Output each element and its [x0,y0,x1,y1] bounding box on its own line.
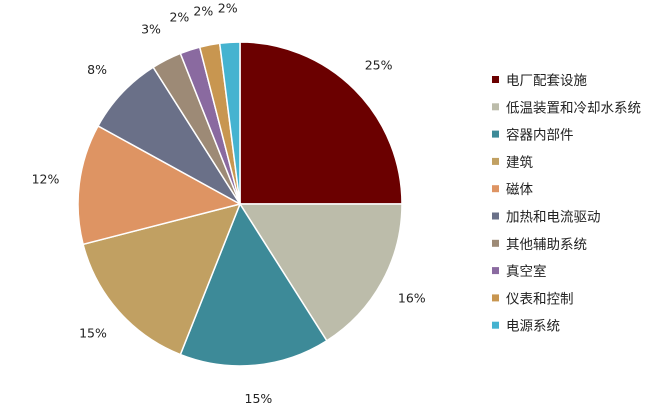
slice-percent-label: 15% [245,391,273,404]
legend-swatch [492,321,499,329]
legend-label: 其他辅助系统 [506,237,587,253]
slice-percent-label: 15% [79,326,107,341]
pie-slice [238,203,403,342]
pie-slice [218,41,241,205]
slice-percent-label: 12% [32,171,60,186]
legend-swatch [492,212,499,220]
legend: 电厂配套设施低温装置和冷却水系统容器内部件建筑磁体加热和电流驱动其他辅助系统真空… [492,73,641,335]
pie-slices [77,41,403,367]
legend-label: 容器内部件 [506,127,574,144]
legend-swatch [492,157,499,165]
slice-percent-label: 25% [365,57,393,72]
legend-label: 仪表和控制 [506,291,574,307]
pie-slice [239,41,403,205]
slice-percent-label: 2% [218,0,238,15]
slice-percent-label: 8% [87,62,107,77]
legend-label: 真空室 [506,263,547,280]
legend-label: 低温装置和冷却水系统 [506,100,641,116]
slice-percent-label: 16% [398,290,426,305]
legend-swatch [492,185,499,193]
slice-percent-label: 3% [141,21,161,36]
slice-percent-label: 2% [169,10,189,25]
legend-swatch [492,103,499,111]
slice-percent-label: 2% [193,4,213,19]
pie-slice [77,124,243,246]
pie-slice [179,202,328,367]
legend-label: 建筑 [506,155,534,171]
legend-label: 电厂配套设施 [506,73,587,89]
legend-swatch [492,294,499,302]
legend-swatch [492,239,499,247]
pie-slice [82,202,242,356]
legend-swatch [492,76,499,83]
legend-label: 电源系统 [506,319,560,335]
legend-swatch [492,130,499,138]
legend-label: 磁体 [506,182,534,198]
legend-label: 加热和电流驱动 [506,210,601,226]
legend-swatch [492,267,499,275]
pie-percent-labels: 25% 16% 15% 15% 12% 8% 3% 2% 2% 2% [32,0,426,404]
